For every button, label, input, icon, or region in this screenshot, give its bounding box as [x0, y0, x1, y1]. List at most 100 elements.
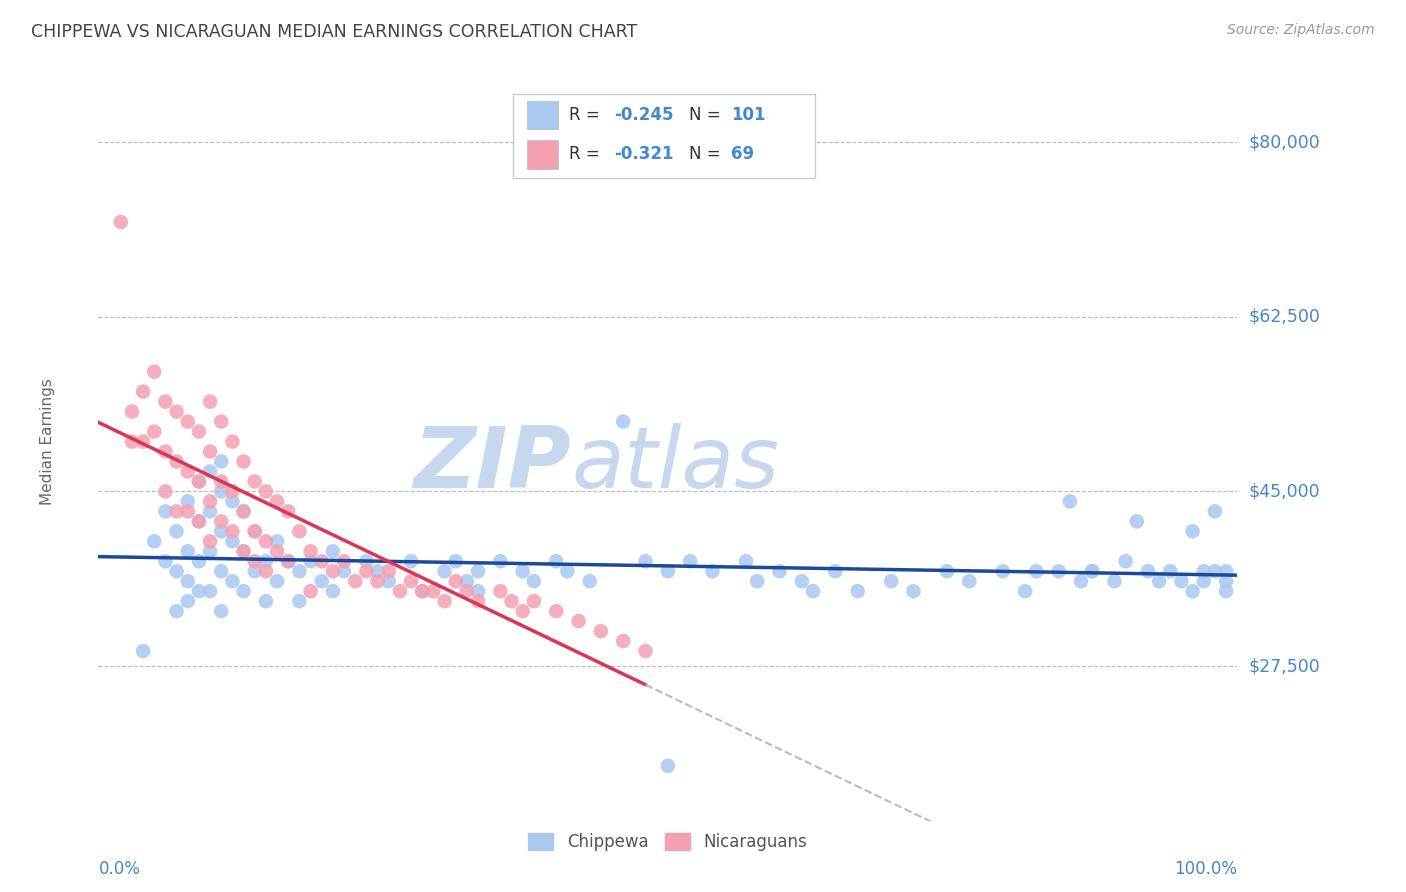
Text: N =: N =: [689, 106, 725, 124]
Legend: Chippewa, Nicaraguans: Chippewa, Nicaraguans: [522, 826, 814, 858]
Point: [243, 564, 266, 578]
Point: [243, 475, 266, 489]
Point: [489, 584, 512, 599]
Point: [243, 554, 266, 568]
Point: [177, 504, 200, 518]
Text: 101: 101: [731, 106, 766, 124]
Point: [177, 415, 200, 429]
Point: [143, 534, 166, 549]
Point: [1070, 574, 1092, 589]
Point: [143, 425, 166, 439]
Point: [801, 584, 824, 599]
Point: [110, 215, 132, 229]
Text: 100.0%: 100.0%: [1174, 860, 1237, 878]
Point: [166, 564, 188, 578]
Point: [411, 584, 433, 599]
Point: [155, 554, 177, 568]
Point: [221, 574, 243, 589]
Point: [702, 564, 724, 578]
Text: $62,500: $62,500: [1249, 308, 1320, 326]
Point: [209, 475, 232, 489]
Point: [1014, 584, 1036, 599]
Point: [433, 594, 456, 608]
Point: [177, 494, 200, 508]
Point: [232, 454, 254, 468]
Point: [187, 475, 209, 489]
Point: [221, 494, 243, 508]
Point: [166, 504, 188, 518]
Point: [1170, 574, 1192, 589]
Point: [166, 524, 188, 539]
Point: [232, 504, 254, 518]
Point: [880, 574, 903, 589]
Point: [299, 544, 322, 558]
Point: [356, 554, 378, 568]
Point: [557, 564, 579, 578]
Point: [1126, 514, 1149, 528]
Point: [1115, 554, 1137, 568]
Point: [512, 564, 534, 578]
Point: [288, 564, 311, 578]
Point: [444, 574, 467, 589]
Point: [612, 415, 634, 429]
Point: [846, 584, 869, 599]
Point: [523, 594, 546, 608]
Point: [634, 554, 657, 568]
Point: [936, 564, 959, 578]
Point: [187, 514, 209, 528]
Point: [177, 574, 200, 589]
Point: [322, 584, 344, 599]
Text: $27,500: $27,500: [1249, 657, 1320, 675]
Point: [1204, 504, 1226, 518]
Point: [567, 614, 589, 628]
Point: [243, 524, 266, 539]
Text: N =: N =: [689, 145, 725, 163]
Point: [1025, 564, 1047, 578]
Point: [221, 434, 243, 449]
Point: [991, 564, 1014, 578]
Point: [198, 504, 221, 518]
Point: [367, 564, 389, 578]
Point: [311, 574, 333, 589]
Point: [232, 544, 254, 558]
Point: [311, 554, 333, 568]
Point: [232, 544, 254, 558]
Point: [221, 524, 243, 539]
Text: -0.245: -0.245: [614, 106, 673, 124]
Point: [957, 574, 980, 589]
Point: [735, 554, 758, 568]
Point: [209, 484, 232, 499]
Point: [1047, 564, 1070, 578]
Point: [187, 514, 209, 528]
Point: [1181, 524, 1204, 539]
Point: [177, 594, 200, 608]
Point: [333, 564, 356, 578]
Point: [232, 584, 254, 599]
Point: [1147, 574, 1170, 589]
Point: [132, 434, 155, 449]
Point: [266, 494, 288, 508]
Point: [399, 554, 422, 568]
Point: [679, 554, 702, 568]
Point: [121, 434, 143, 449]
Point: [209, 514, 232, 528]
Point: [456, 584, 478, 599]
Point: [254, 484, 277, 499]
Point: [232, 504, 254, 518]
Point: [209, 604, 232, 618]
Point: [444, 554, 467, 568]
Point: [333, 554, 356, 568]
Point: [388, 584, 411, 599]
Point: [299, 584, 322, 599]
Point: [266, 544, 288, 558]
Point: [221, 534, 243, 549]
Point: [433, 564, 456, 578]
Point: [456, 574, 478, 589]
Point: [1215, 574, 1237, 589]
Point: [322, 544, 344, 558]
Text: Median Earnings: Median Earnings: [39, 378, 55, 505]
Point: [266, 574, 288, 589]
Point: [634, 644, 657, 658]
Point: [221, 484, 243, 499]
Point: [187, 475, 209, 489]
